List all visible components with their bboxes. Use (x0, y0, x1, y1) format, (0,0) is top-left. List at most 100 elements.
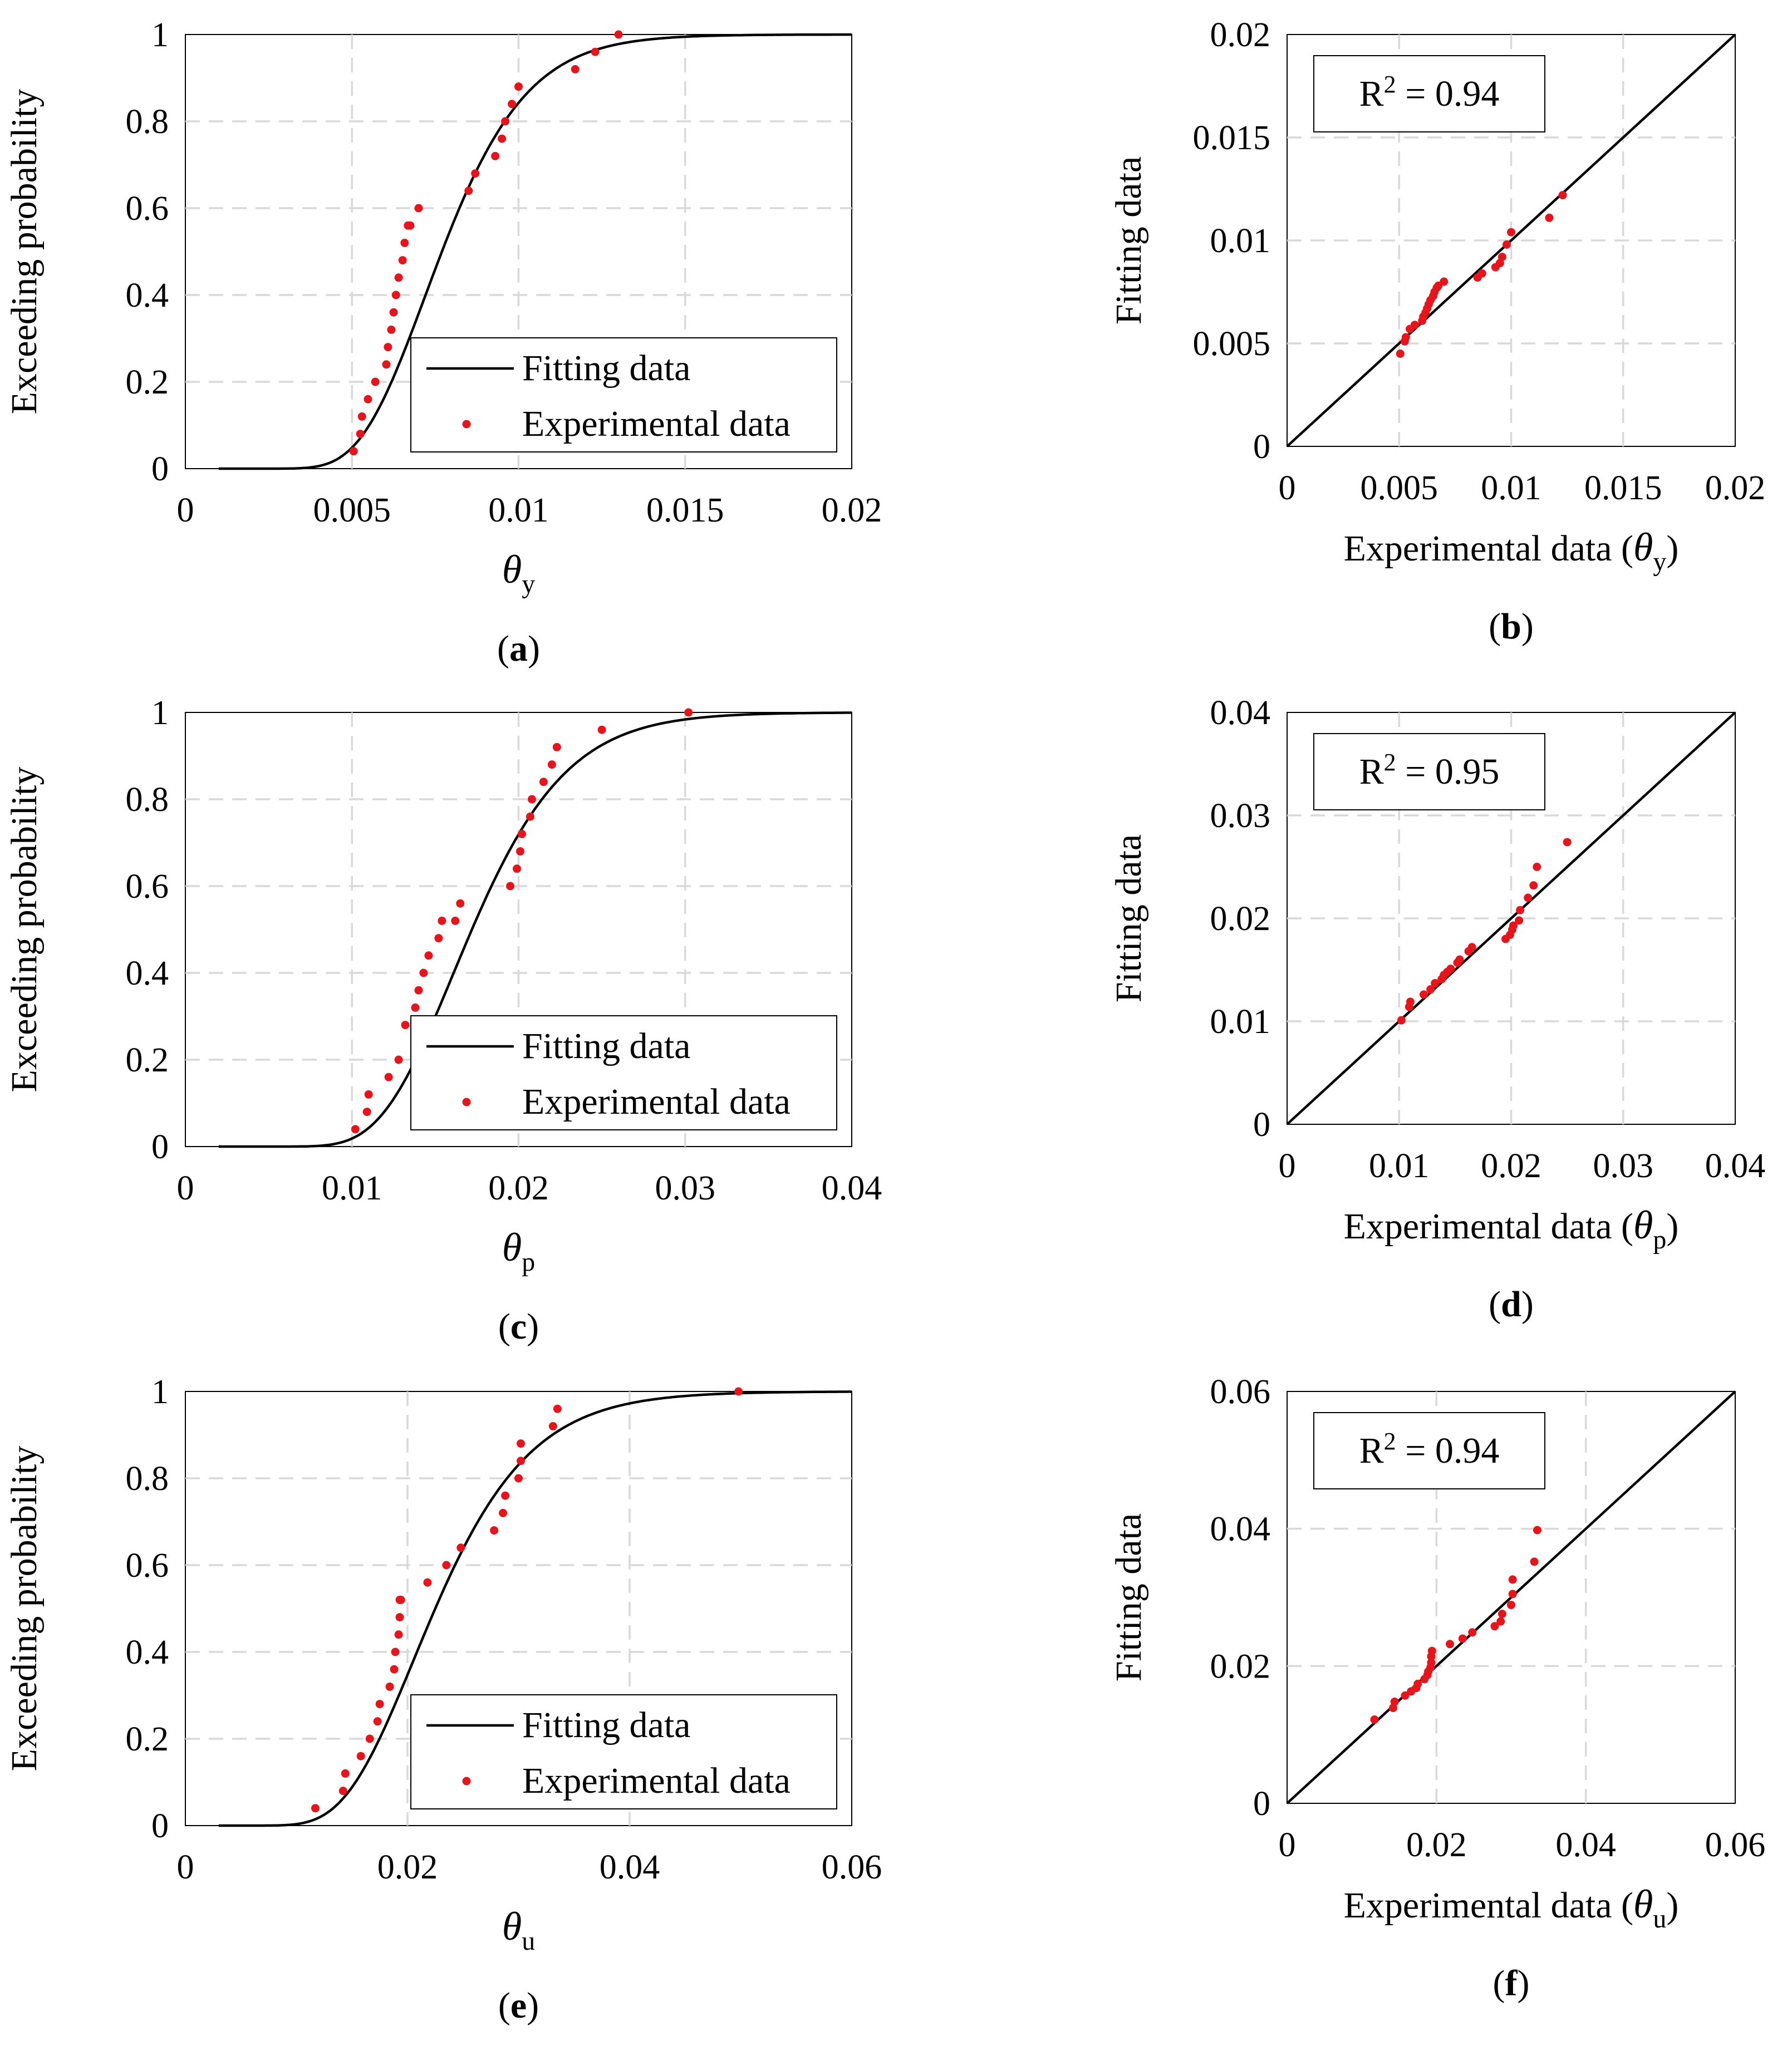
r2-superscript: 2 (1384, 749, 1396, 776)
y-axis-label: Fitting data (1108, 156, 1149, 324)
data-point (1530, 1557, 1539, 1566)
legend: Fitting data Experimental data (411, 338, 837, 452)
data-point (1563, 838, 1572, 847)
r2-label: R (1359, 751, 1384, 792)
panel-caption: (a) (497, 628, 540, 669)
x-tick-label: 0.04 (600, 1848, 660, 1886)
data-point (366, 1735, 374, 1743)
x-tick-label: 0.005 (313, 491, 391, 529)
data-point (1468, 1628, 1476, 1636)
data-point (386, 1683, 394, 1691)
x-tick-label: 0.005 (1361, 469, 1438, 507)
panel-caption-letter: d (1501, 1284, 1521, 1325)
data-point (1402, 333, 1410, 341)
x-tick-label: 0.02 (1406, 1826, 1467, 1864)
data-point (1496, 1617, 1505, 1626)
y-axis-label: Exceeding probability (4, 1446, 45, 1772)
r2-annotation: R2 = 0.95 (1314, 734, 1545, 810)
data-point (1515, 916, 1523, 924)
data-point (311, 1804, 320, 1812)
data-point (518, 830, 526, 838)
legend-fit-label: Fitting data (522, 348, 690, 388)
data-point (517, 1457, 525, 1465)
data-point (1391, 1698, 1399, 1706)
r2-text: R2 = 0.94 (1359, 1428, 1500, 1471)
y-tick-label: 0.01 (1210, 222, 1271, 260)
data-point (414, 204, 423, 213)
x-axis-label-subscript: p (522, 1247, 535, 1277)
x-axis-label-subscript: y (1653, 547, 1666, 577)
data-point (423, 1578, 431, 1587)
x-axis-label-close: ) (1666, 528, 1678, 569)
y-tick-label: 0.2 (126, 1720, 169, 1758)
x-axis-label-text: Experimental data ( (1344, 528, 1633, 569)
data-point (438, 917, 446, 925)
data-point (356, 430, 365, 438)
data-point (1428, 1647, 1436, 1655)
data-point (406, 222, 414, 230)
data-point (350, 447, 358, 455)
panel-a: 0 0.005 0.01 0.015 0.02 0 0.2 0.4 0.6 0.8 1 Exceedi… (4, 16, 882, 669)
data-point (1503, 240, 1511, 249)
y-axis-label: Fitting data (1108, 1513, 1149, 1681)
data-point (1397, 1016, 1406, 1025)
data-point (401, 1021, 410, 1029)
x-tick-label: 0 (1279, 1826, 1296, 1864)
panel-caption-letter: b (1501, 606, 1521, 647)
x-axis-label-close: ) (1666, 1206, 1678, 1247)
y-tick-label: 0.02 (1210, 900, 1271, 938)
data-point (514, 82, 523, 91)
data-point (1507, 1601, 1515, 1609)
data-point (1468, 943, 1476, 951)
data-point (501, 1492, 509, 1500)
data-point (397, 1596, 405, 1604)
x-axis-label-subscript: u (1653, 1904, 1666, 1934)
data-point (1396, 350, 1405, 358)
r2-annotation: R2 = 0.94 (1314, 1413, 1545, 1489)
data-point (1533, 1526, 1541, 1534)
x-tick-label: 0.01 (488, 491, 549, 529)
x-tick-label: 0 (1279, 1147, 1296, 1185)
data-point (548, 760, 556, 769)
y-axis-label: Exceeding probability (4, 767, 45, 1093)
x-tick-label: 0.04 (1705, 1147, 1766, 1185)
data-point (396, 1613, 404, 1621)
x-axis-label-close: ) (1666, 1885, 1678, 1926)
data-point (553, 743, 561, 751)
data-point (1509, 1575, 1517, 1583)
panel-c: 0 0.01 0.02 0.03 0.0400.20.40.60.81Exceeding… (4, 694, 882, 1347)
y-tick-label: 0 (1253, 1785, 1270, 1823)
data-point (1370, 1715, 1378, 1724)
panel-caption: (d) (1489, 1284, 1534, 1325)
y-tick-label: 0 (1253, 428, 1270, 466)
data-point (1406, 997, 1415, 1006)
data-point (734, 1388, 743, 1396)
data-point (1559, 191, 1567, 199)
data-point (351, 1125, 360, 1133)
x-tick-label: 0 (177, 491, 194, 529)
data-point (1524, 894, 1532, 902)
data-point (506, 882, 514, 891)
data-point (1529, 881, 1538, 889)
y-tick-label: 1 (151, 694, 169, 732)
data-point (1509, 1590, 1517, 1598)
data-point (464, 186, 473, 195)
data-point (341, 1769, 350, 1778)
data-point (451, 917, 459, 925)
panel-caption-letter: c (510, 1306, 527, 1347)
panel-b: 0 0.005 0.01 0.015 0.02 0 0.005 0.01 0.015 0.02 Fi… (1108, 16, 1765, 647)
x-tick-label: 0.02 (488, 1169, 549, 1207)
y-tick-label: 1 (151, 16, 169, 54)
y-tick-label: 0 (151, 1807, 169, 1845)
x-axis-label: Experimental data (θp) (1344, 1203, 1679, 1255)
x-tick-label: 0.01 (1481, 469, 1541, 507)
panel-caption: (f) (1493, 1963, 1530, 2004)
data-point (1455, 956, 1464, 964)
x-axis-label-subscript: p (1653, 1225, 1666, 1255)
y-tick-label: 0.8 (126, 1460, 169, 1498)
y-tick-label: 0.04 (1210, 694, 1271, 732)
r2-superscript: 2 (1384, 1428, 1396, 1455)
x-axis-label-symbol: θ (502, 547, 522, 592)
x-axis-label-subscript: u (522, 1926, 535, 1956)
data-point (1545, 214, 1553, 222)
